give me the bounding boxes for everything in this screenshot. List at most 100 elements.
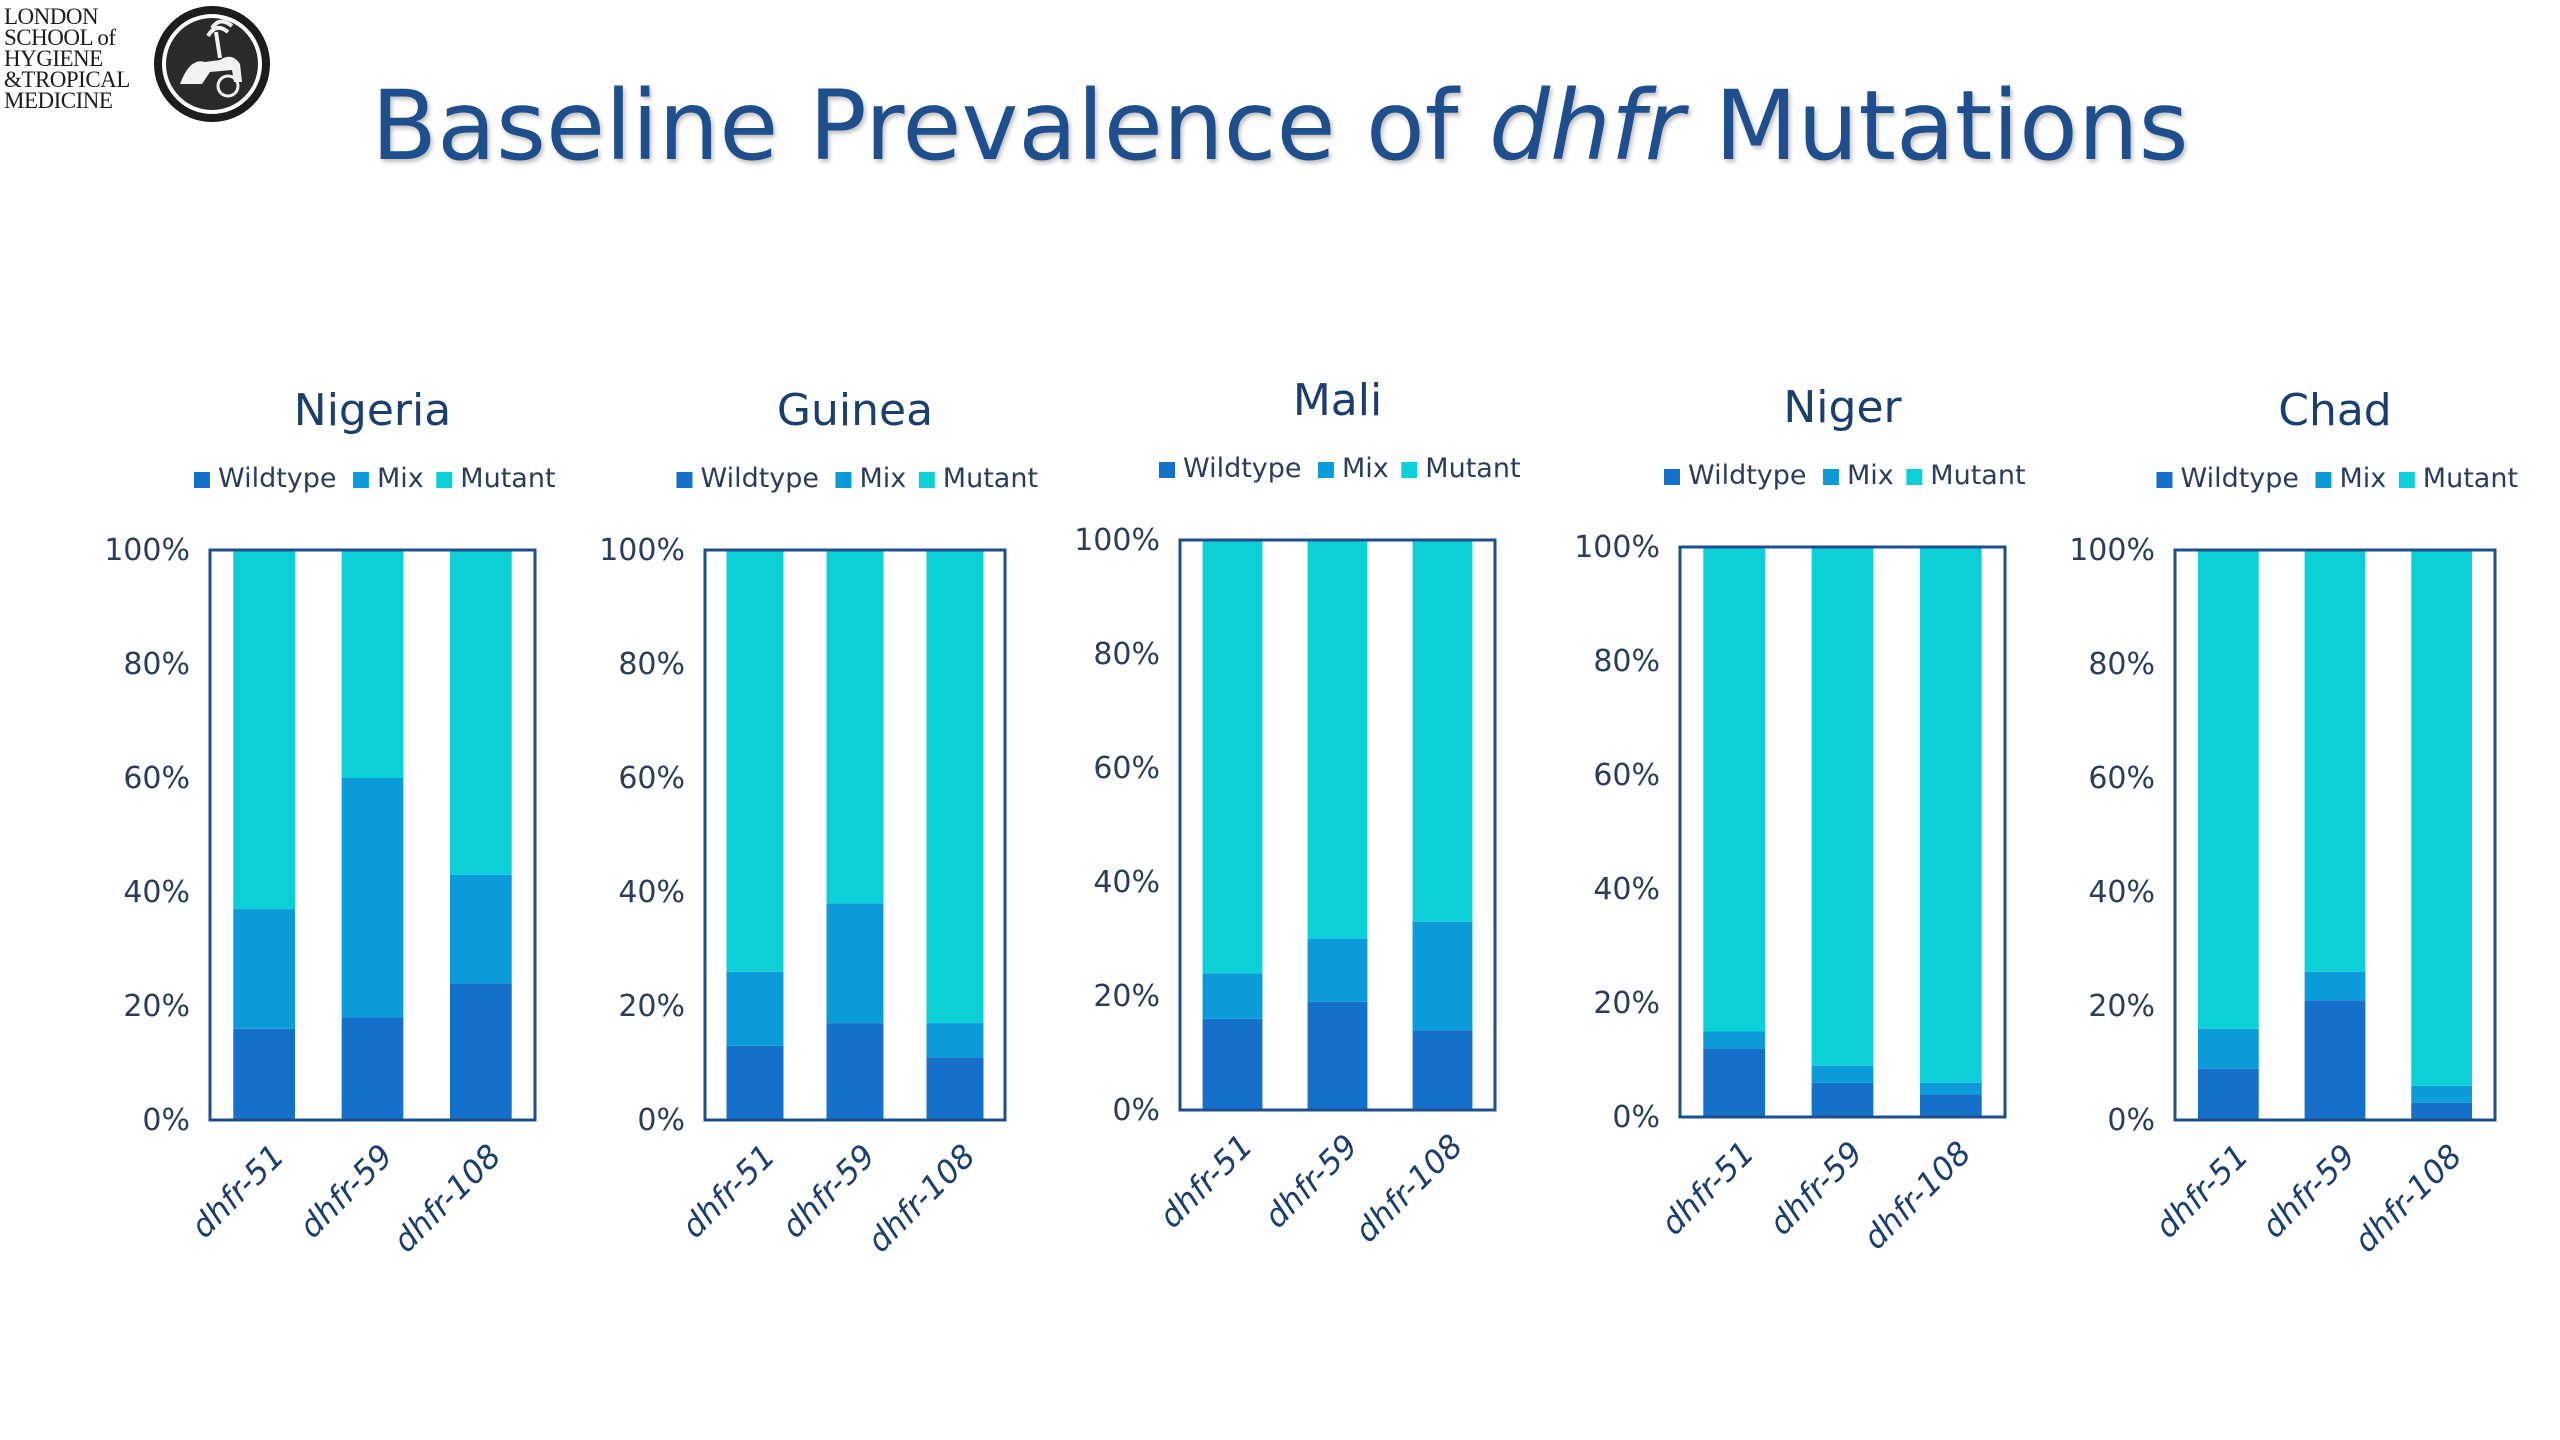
chart-legend: Wildtype Mix Mutant: [193, 463, 556, 494]
bar-wildtype-dhfr-59: [2304, 1000, 2366, 1120]
chart-title: Guinea: [777, 385, 933, 436]
x-tick-label: dhfr-51: [674, 1137, 783, 1246]
bar-wildtype-dhfr-108: [1412, 1030, 1473, 1110]
bar-mix-dhfr-108: [926, 1023, 984, 1058]
legend-label-mix: Mix: [377, 463, 424, 494]
legend-label-mutant: Mutant: [1425, 453, 1520, 484]
chart-niger: Niger Wildtype Mix Mutant 0% 20% 40% 60% 80% 100%…: [1525, 357, 2025, 1277]
bar-mix-dhfr-59: [2304, 971, 2366, 1001]
legend-label-mutant: Mutant: [460, 463, 555, 494]
plot-frame: [2173, 548, 2497, 1122]
logo-line: MEDICINE: [4, 88, 113, 113]
bar-mutant-dhfr-108: [926, 550, 984, 1024]
x-tick-label: dhfr-51: [183, 1137, 292, 1246]
institution-logo: LONDON SCHOOL of HYGIENE &TROPICAL MEDIC…: [0, 0, 280, 135]
chart-legend: Wildtype Mix Mutant: [2156, 463, 2518, 494]
x-tick-label: dhfr-108: [1856, 1134, 1979, 1257]
y-tick-label: 0%: [637, 1103, 685, 1138]
bar-mix-dhfr-108: [2411, 1085, 2473, 1103]
title-prefix: Baseline Prevalence of: [371, 70, 1490, 182]
bar-wildtype-dhfr-59: [341, 1017, 404, 1120]
bar-wildtype-dhfr-51: [233, 1028, 296, 1120]
x-tick-label: dhfr-108: [860, 1137, 983, 1260]
bar-wildtype-dhfr-51: [2197, 1068, 2259, 1120]
bar-mix-dhfr-51: [726, 971, 784, 1046]
legend-swatch-wildtype: [1663, 469, 1680, 485]
y-tick-label: 60%: [618, 761, 685, 796]
bar-mutant-dhfr-51: [2197, 550, 2259, 1029]
logo-line: HYGIENE: [4, 46, 103, 71]
legend-swatch-wildtype: [1158, 462, 1175, 478]
y-tick-label: 20%: [1593, 986, 1660, 1021]
chart-title: Mali: [1293, 375, 1382, 426]
y-tick-label: 0%: [1612, 1100, 1660, 1135]
page-title: Baseline Prevalence of dhfr Mutations: [0, 70, 2560, 182]
bar-wildtype-dhfr-59: [1811, 1082, 1874, 1117]
x-tick-label: dhfr-59: [292, 1137, 401, 1246]
y-tick-label: 80%: [2088, 647, 2155, 682]
y-tick-label: 60%: [1593, 758, 1660, 793]
chart-svg: Niger Wildtype Mix Mutant 0% 20% 40% 60% 80% 100%…: [1574, 382, 2025, 1257]
plot-frame: [1178, 538, 1497, 1112]
chart-title: Nigeria: [294, 385, 451, 436]
y-tick-label: 80%: [1593, 644, 1660, 679]
bar-mutant-dhfr-108: [449, 550, 512, 875]
x-tick-label: dhfr-59: [1762, 1134, 1871, 1243]
chart-legend: Wildtype Mix Mutant: [676, 463, 1038, 494]
bar-mutant-dhfr-108: [1919, 547, 1982, 1083]
chart-svg: Mali Wildtype Mix Mutant 0% 20% 40% 60% 80% 100% d…: [1074, 375, 1520, 1250]
legend-swatch-wildtype: [676, 472, 693, 488]
x-tick-label: dhfr-108: [1347, 1127, 1470, 1250]
y-tick-label: 60%: [1093, 751, 1160, 786]
bar-mix-dhfr-51: [2197, 1028, 2259, 1069]
title-suffix: Mutations: [1684, 70, 2189, 182]
bar-wildtype-dhfr-59: [826, 1023, 884, 1120]
y-tick-label: 60%: [2088, 761, 2155, 796]
legend-swatch-mix: [835, 472, 852, 488]
y-tick-label: 80%: [123, 647, 190, 682]
bar-mix-dhfr-59: [341, 778, 404, 1018]
lshtm-crest-icon: [154, 6, 270, 122]
legend-swatch-mix: [352, 472, 369, 488]
legend-label-wildtype: Wildtype: [218, 463, 337, 494]
legend-label-mutant: Mutant: [1930, 460, 2025, 491]
chart-svg: Guinea Wildtype Mix Mutant 0% 20% 40% 60% 80% 100…: [599, 385, 1038, 1260]
y-tick-label: 100%: [599, 533, 685, 568]
bar-mix-dhfr-51: [1703, 1031, 1766, 1049]
legend-label-mix: Mix: [1847, 460, 1894, 491]
x-tick-label: dhfr-51: [1152, 1127, 1261, 1236]
bar-mix-dhfr-59: [826, 903, 884, 1024]
legend-swatch-mutant: [2398, 472, 2415, 488]
legend-swatch-wildtype: [193, 472, 210, 488]
legend-label-wildtype: Wildtype: [2180, 463, 2299, 494]
logo-line: &TROPICAL: [4, 67, 130, 92]
y-tick-label: 80%: [1093, 637, 1160, 672]
legend-label-wildtype: Wildtype: [1183, 453, 1302, 484]
y-tick-label: 40%: [1593, 872, 1660, 907]
chart-guinea: Guinea Wildtype Mix Mutant 0% 20% 40% 60% 80% 100…: [560, 360, 1060, 1280]
bar-mutant-dhfr-51: [726, 550, 784, 972]
bar-mutant-dhfr-59: [1307, 540, 1368, 939]
bar-mutant-dhfr-59: [826, 550, 884, 904]
y-tick-label: 100%: [1074, 523, 1160, 558]
logo-line: SCHOOL of: [4, 25, 116, 50]
y-tick-label: 20%: [123, 989, 190, 1024]
bar-mix-dhfr-59: [1307, 939, 1368, 1002]
plot-frame: [1678, 545, 2007, 1119]
x-tick-label: dhfr-51: [1653, 1134, 1762, 1243]
chart-title: Chad: [2278, 385, 2392, 436]
y-tick-label: 100%: [1574, 530, 1660, 565]
bar-mix-dhfr-108: [1412, 921, 1473, 1031]
legend-swatch-wildtype: [2156, 472, 2173, 488]
legend-swatch-mix: [1822, 469, 1839, 485]
bar-mutant-dhfr-59: [341, 550, 404, 778]
y-tick-label: 40%: [618, 875, 685, 910]
legend-swatch-mutant: [1906, 469, 1923, 485]
bar-mix-dhfr-108: [1919, 1082, 1982, 1095]
y-tick-label: 60%: [123, 761, 190, 796]
legend-label-mix: Mix: [859, 463, 906, 494]
bar-mutant-dhfr-51: [233, 550, 296, 910]
bar-mutant-dhfr-108: [2411, 550, 2473, 1086]
bar-mutant-dhfr-108: [1412, 540, 1473, 922]
bar-wildtype-dhfr-108: [1919, 1094, 1982, 1117]
